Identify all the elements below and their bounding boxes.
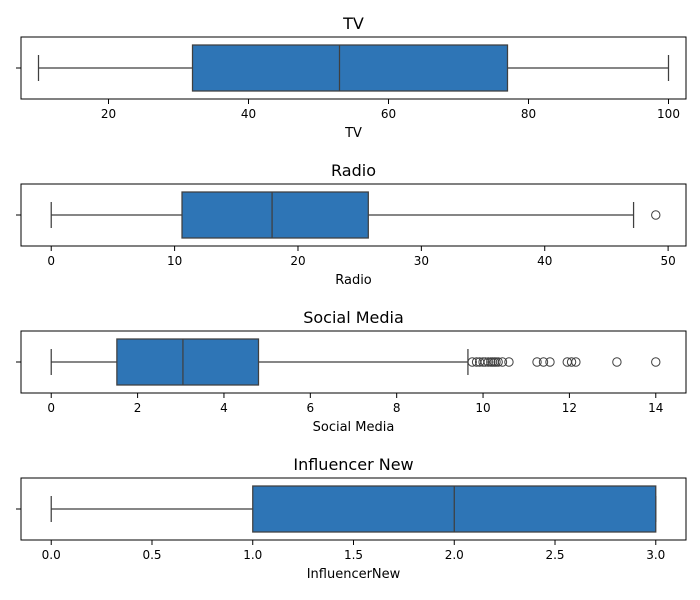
x-axis-label: InfluencerNew bbox=[307, 567, 401, 582]
panel-title: Radio bbox=[331, 161, 376, 180]
outlier-point bbox=[538, 357, 549, 367]
x-tick-label: 60 bbox=[381, 107, 396, 121]
outlier-point bbox=[566, 357, 577, 367]
outlier-point bbox=[532, 357, 542, 367]
x-tick-label: 0 bbox=[47, 254, 55, 268]
outlier-point bbox=[612, 357, 622, 367]
x-tick-label: 40 bbox=[241, 107, 256, 121]
x-tick-label: 1.5 bbox=[344, 548, 363, 562]
outlier-point bbox=[483, 357, 493, 367]
x-tick-label: 20 bbox=[101, 107, 116, 121]
x-tick-label: 4 bbox=[220, 401, 228, 415]
x-tick-label: 1.0 bbox=[243, 548, 262, 562]
boxplot-panel: Radio 0 10 20 30 40 50 Radio bbox=[16, 161, 687, 288]
x-tick-label: 30 bbox=[414, 254, 429, 268]
outlier-point bbox=[504, 357, 514, 367]
x-tick-label: 10 bbox=[167, 254, 182, 268]
x-axis-label: TV bbox=[344, 126, 362, 141]
x-tick-label: 3.0 bbox=[646, 548, 665, 562]
panel-title: Social Media bbox=[303, 308, 404, 327]
x-tick-label: 2 bbox=[134, 401, 142, 415]
iqr-box bbox=[181, 191, 369, 239]
x-axis-label: Radio bbox=[335, 273, 372, 288]
x-tick-label: 14 bbox=[648, 401, 663, 415]
boxplot-panel: Influencer New 0.0 0.5 1.0 1.5 2.0 2.5 3.0 Influ… bbox=[16, 455, 687, 582]
boxplot-panel: TV 20 40 60 80 100 TV bbox=[16, 14, 687, 141]
x-tick-label: 2.5 bbox=[545, 548, 564, 562]
outlier-point bbox=[478, 357, 488, 367]
outlier-point bbox=[651, 357, 661, 367]
outlier-point bbox=[491, 357, 501, 367]
x-tick-label: 50 bbox=[660, 254, 675, 268]
outlier-point bbox=[467, 357, 477, 367]
outlier-point bbox=[480, 357, 490, 367]
x-tick-label: 0 bbox=[47, 401, 55, 415]
x-tick-label: 0.0 bbox=[42, 548, 61, 562]
x-tick-label: 20 bbox=[290, 254, 305, 268]
iqr-box bbox=[116, 338, 260, 386]
panel-title: Influencer New bbox=[293, 455, 413, 474]
x-tick-label: 8 bbox=[393, 401, 401, 415]
outlier-point bbox=[497, 357, 508, 367]
x-tick-label: 6 bbox=[306, 401, 314, 415]
x-axis-label: Social Media bbox=[313, 420, 395, 435]
outlier-point bbox=[571, 357, 581, 367]
boxplot-panel: Social Media 0 2 4 6 8 10 12 14 Social Media bbox=[16, 308, 687, 435]
x-tick-label: 100 bbox=[657, 107, 680, 121]
x-tick-label: 2.0 bbox=[445, 548, 464, 562]
x-tick-label: 12 bbox=[562, 401, 577, 415]
x-tick-label: 0.5 bbox=[142, 548, 161, 562]
x-tick-label: 80 bbox=[521, 107, 536, 121]
x-tick-label: 40 bbox=[537, 254, 552, 268]
iqr-box bbox=[191, 44, 509, 92]
panel-title: TV bbox=[342, 14, 364, 33]
x-tick-label: 10 bbox=[475, 401, 490, 415]
outlier-point bbox=[493, 357, 503, 367]
outlier-point bbox=[545, 357, 555, 367]
outlier-point bbox=[651, 210, 661, 220]
